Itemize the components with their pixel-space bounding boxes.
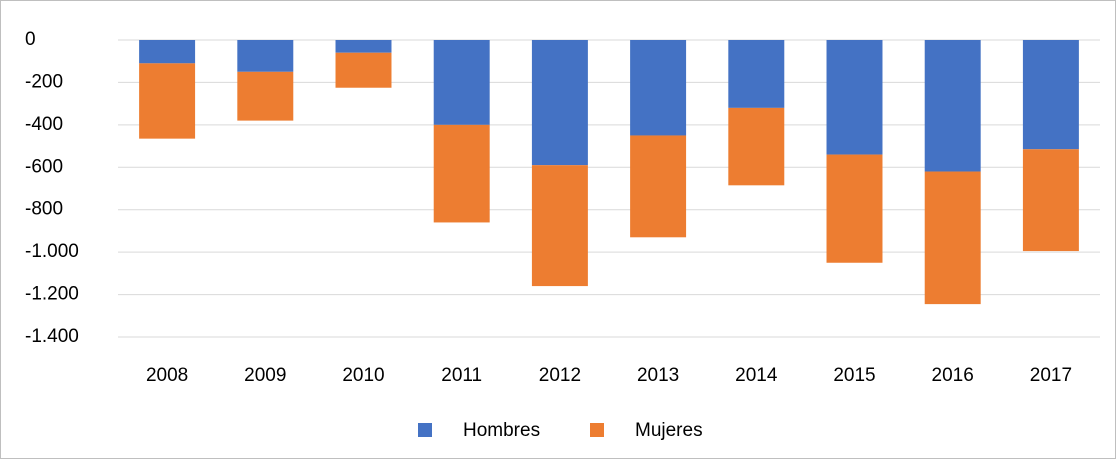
- x-tick-label: 2013: [637, 365, 679, 386]
- bar: [433, 40, 490, 125]
- y-tick-label: -1.200: [25, 284, 79, 305]
- y-tick-label: -1.400: [25, 326, 79, 347]
- y-tick-label: 0: [25, 29, 36, 50]
- x-tick-label: 2017: [1030, 365, 1072, 386]
- bar: [335, 40, 392, 53]
- bar: [237, 71, 294, 121]
- y-tick-label: -1.000: [25, 241, 79, 262]
- bar: [531, 40, 588, 166]
- legend-swatch: [418, 423, 432, 437]
- legend-label: Mujeres: [635, 420, 703, 441]
- bar: [728, 40, 785, 108]
- bar: [1022, 149, 1079, 252]
- x-tick-label: 2010: [342, 365, 384, 386]
- x-tick-label: 2008: [146, 365, 188, 386]
- x-tick-label: 2009: [244, 365, 286, 386]
- bar: [728, 107, 785, 186]
- bar: [237, 40, 294, 72]
- bar: [139, 40, 196, 64]
- bar: [630, 40, 687, 136]
- x-tick-label: 2015: [833, 365, 875, 386]
- bar: [826, 154, 883, 263]
- bar: [335, 52, 392, 88]
- bar: [924, 40, 981, 172]
- legend-label: Hombres: [463, 420, 540, 441]
- bar: [1022, 40, 1079, 150]
- x-tick-label: 2012: [539, 365, 581, 386]
- bar: [630, 135, 687, 238]
- x-tick-label: 2014: [735, 365, 778, 386]
- x-tick-label: 2011: [441, 365, 482, 386]
- legend-swatch: [590, 423, 604, 437]
- bar: [433, 124, 490, 223]
- bar: [531, 165, 588, 287]
- y-tick-label: -800: [25, 199, 63, 220]
- bar: [139, 63, 196, 139]
- bar: [924, 171, 981, 305]
- y-tick-label: -200: [25, 71, 63, 92]
- y-tick-label: -400: [25, 114, 63, 135]
- bar: [826, 40, 883, 155]
- y-tick-label: -600: [25, 156, 63, 177]
- x-tick-label: 2016: [932, 365, 974, 386]
